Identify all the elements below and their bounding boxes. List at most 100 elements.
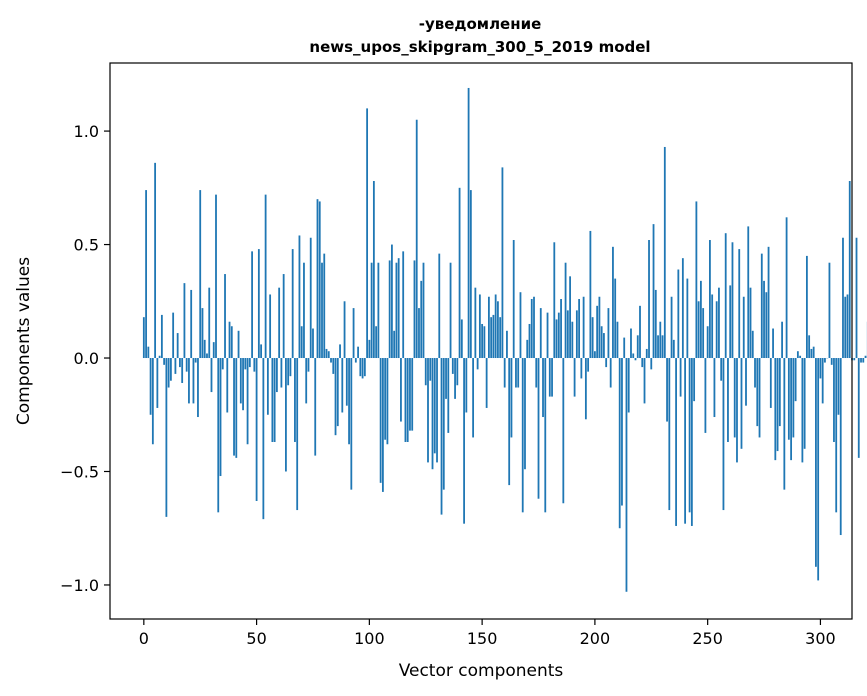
bar (864, 355, 867, 359)
bar (598, 296, 601, 359)
bar (296, 358, 299, 511)
bar (765, 292, 768, 359)
bar (420, 280, 423, 359)
bar (652, 224, 655, 359)
bar (654, 289, 657, 359)
bar (298, 235, 301, 359)
bar (745, 358, 747, 406)
bar (729, 285, 732, 359)
bar (699, 280, 702, 359)
bar (614, 278, 617, 359)
x-tick-label: 0 (139, 629, 149, 648)
bar (645, 348, 648, 359)
bar (693, 358, 696, 402)
bar (553, 242, 556, 359)
bar (257, 249, 260, 359)
bar (607, 308, 610, 359)
bar (341, 358, 344, 413)
bar (400, 358, 402, 422)
bar (756, 358, 759, 427)
bar (528, 323, 531, 359)
bar (438, 253, 441, 359)
bar (427, 358, 429, 463)
bar (830, 358, 833, 365)
bar (242, 358, 244, 411)
bar (821, 358, 824, 404)
bar (248, 358, 251, 368)
bar (199, 190, 202, 359)
bar (526, 339, 529, 359)
bar (596, 305, 599, 359)
x-tick-label: 150 (467, 629, 498, 648)
bar (605, 358, 608, 368)
bar (801, 358, 804, 463)
bar (657, 335, 659, 359)
bar (497, 301, 499, 359)
bar (451, 358, 454, 374)
bar (537, 358, 540, 499)
bar (544, 358, 547, 513)
bar (704, 358, 707, 433)
bar (542, 358, 544, 418)
bar (618, 358, 621, 529)
bar (345, 358, 348, 406)
bar (370, 262, 373, 359)
bar (215, 194, 217, 359)
bar (839, 358, 842, 536)
bar (269, 294, 272, 359)
bar (697, 301, 700, 359)
bar (790, 358, 793, 461)
bar (562, 358, 565, 504)
bar (185, 358, 188, 372)
bar (357, 346, 359, 359)
bar (862, 358, 865, 363)
bar (767, 246, 770, 359)
bar (226, 358, 229, 413)
y-tick-label: −0.5 (60, 462, 99, 481)
bar (230, 326, 233, 359)
bar (179, 358, 181, 368)
bar (348, 358, 350, 445)
x-tick-label: 250 (692, 629, 723, 648)
bar (210, 358, 213, 393)
bar (539, 308, 542, 359)
bar (772, 328, 774, 359)
bar (474, 287, 477, 359)
bar (844, 296, 847, 359)
bar (510, 358, 513, 438)
bar (499, 317, 502, 359)
y-tick-label: 0.0 (74, 349, 99, 368)
bar (846, 294, 849, 359)
bar (578, 299, 581, 359)
bar (533, 296, 535, 359)
bar (454, 358, 456, 399)
bar (711, 294, 714, 359)
bar (731, 242, 734, 359)
bar (663, 146, 666, 359)
bar (575, 310, 578, 359)
bar (388, 260, 391, 359)
bar (361, 358, 364, 379)
bar (237, 330, 240, 359)
bar (783, 358, 786, 490)
bar (409, 358, 411, 431)
bar (366, 108, 369, 359)
bar (758, 358, 761, 438)
bar (239, 358, 242, 404)
bar (794, 358, 797, 402)
bar (835, 358, 838, 513)
bar (447, 358, 450, 433)
bar (472, 358, 475, 438)
bar (715, 301, 718, 359)
bar (666, 358, 668, 422)
bar (203, 339, 206, 359)
bar (521, 358, 524, 513)
bar (206, 353, 208, 359)
bar (318, 201, 321, 359)
bar (154, 162, 157, 359)
bar (147, 346, 150, 359)
bar (648, 240, 650, 359)
bar (815, 358, 817, 567)
bar (197, 358, 199, 418)
